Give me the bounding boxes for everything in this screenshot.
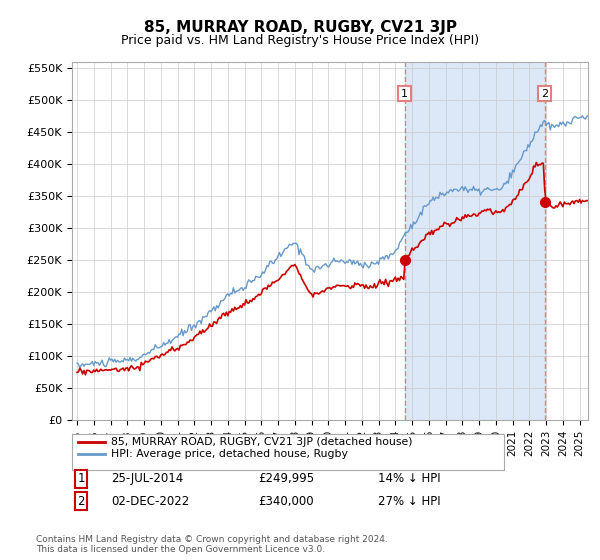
Text: 27% ↓ HPI: 27% ↓ HPI [378,494,440,508]
Text: 85, MURRAY ROAD, RUGBY, CV21 3JP (detached house): 85, MURRAY ROAD, RUGBY, CV21 3JP (detach… [111,437,413,447]
Bar [405,62,545,420]
Text: 25-JUL-2014: 25-JUL-2014 [111,472,183,486]
Text: 1: 1 [401,88,408,99]
Text: 2: 2 [541,88,548,99]
Text: £340,000: £340,000 [258,494,314,508]
Text: 85, MURRAY ROAD, RUGBY, CV21 3JP: 85, MURRAY ROAD, RUGBY, CV21 3JP [143,20,457,35]
Text: 14% ↓ HPI: 14% ↓ HPI [378,472,440,486]
Text: 1: 1 [77,472,85,486]
Text: £249,995: £249,995 [258,472,314,486]
Text: 02-DEC-2022: 02-DEC-2022 [111,494,189,508]
Text: 2: 2 [77,494,85,508]
Text: Price paid vs. HM Land Registry's House Price Index (HPI): Price paid vs. HM Land Registry's House … [121,34,479,46]
Text: Contains HM Land Registry data © Crown copyright and database right 2024.
This d: Contains HM Land Registry data © Crown c… [36,535,388,554]
Text: HPI: Average price, detached house, Rugby: HPI: Average price, detached house, Rugb… [111,449,348,459]
